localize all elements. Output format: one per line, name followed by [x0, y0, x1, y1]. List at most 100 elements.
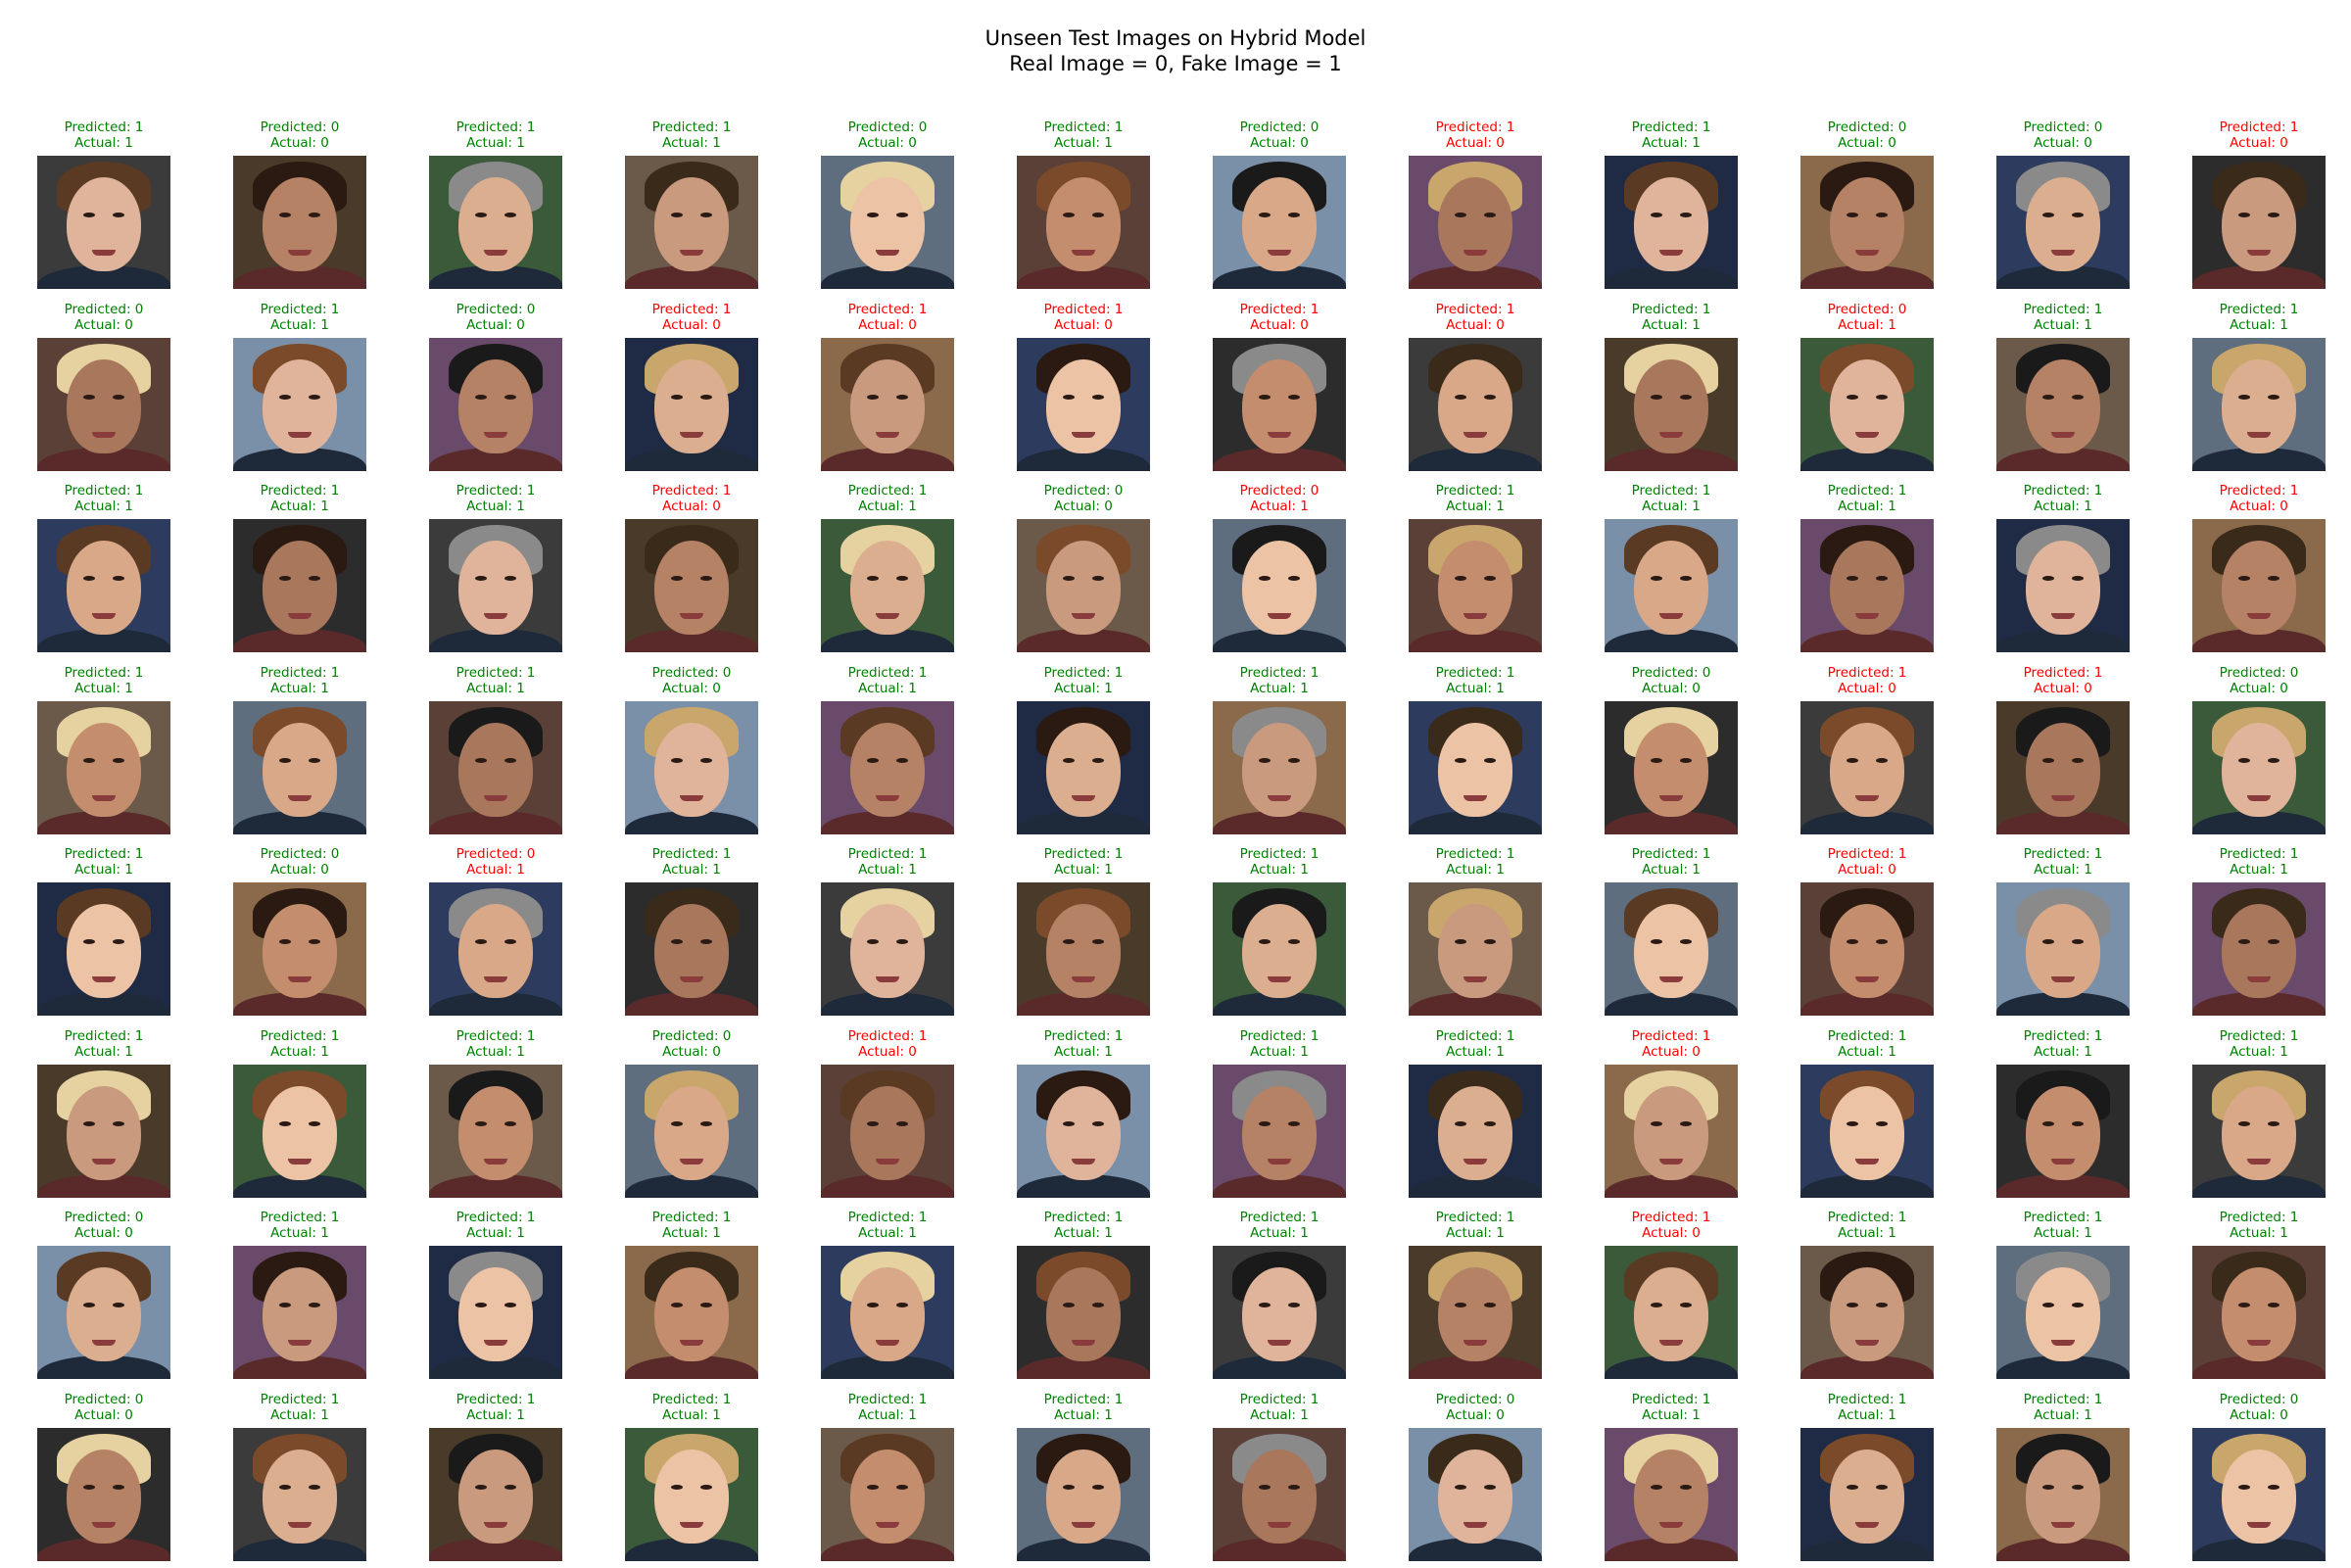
face-eye-right [896, 394, 908, 400]
predicted-label: Predicted: 0 [2219, 664, 2299, 681]
face-thumbnail [2192, 1064, 2326, 1198]
face-shape [1634, 904, 1708, 998]
face-eye-right [1680, 757, 1692, 763]
face-shape [263, 177, 337, 271]
test-image-cell: Predicted: 1 Actual: 0 [2161, 119, 2351, 296]
face-eye-right [1876, 1120, 1888, 1126]
face-thumbnail [1996, 1064, 2130, 1198]
face-mouth [1463, 431, 1487, 438]
actual-label: Actual: 0 [1446, 135, 1505, 151]
face-mouth [1855, 794, 1879, 801]
face-eye-right [1288, 939, 1300, 944]
face-eye-left [2238, 576, 2250, 581]
test-image-cell: Predicted: 1 Actual: 1 [6, 483, 202, 659]
face-thumbnail [2192, 337, 2326, 471]
test-image-cell: Predicted: 0 Actual: 0 [6, 1210, 202, 1386]
face-shape [850, 1449, 925, 1544]
face-shape [1242, 541, 1317, 635]
face-thumbnail [1605, 156, 1738, 289]
face-eye-left [1063, 757, 1075, 763]
face-eye-right [504, 394, 516, 400]
face-mouth [1072, 613, 1095, 619]
face-shape [1634, 722, 1708, 817]
test-image-cell: Predicted: 1 Actual: 0 [1965, 665, 2161, 841]
face-eye-right [2072, 576, 2084, 581]
face-shape [654, 1449, 729, 1544]
actual-label: Actual: 0 [1446, 1406, 1505, 1423]
test-image-cell: Predicted: 1 Actual: 1 [594, 1210, 790, 1386]
test-image-cell: Predicted: 1 Actual: 1 [985, 1028, 1181, 1205]
face-thumbnail [1213, 1246, 1346, 1379]
face-eye-right [504, 1484, 516, 1490]
face-shape [2222, 1085, 2296, 1180]
face-thumbnail [429, 700, 562, 834]
predicted-label: Predicted: 1 [2219, 1210, 2299, 1225]
predicted-label: Predicted: 1 [64, 119, 144, 135]
test-image-cell: Predicted: 1 Actual: 1 [1573, 119, 1769, 296]
face-thumbnail [1996, 519, 2130, 652]
face-thumbnail [37, 882, 170, 1016]
actual-label: Actual: 0 [466, 316, 525, 333]
actual-label: Actual: 0 [1642, 1225, 1701, 1241]
face-eye-left [1455, 1484, 1466, 1490]
face-eye-left [1259, 1303, 1271, 1307]
test-image-cell: Predicted: 1 Actual: 1 [202, 1392, 398, 1568]
face-shape [2222, 1267, 2296, 1361]
face-mouth [876, 1521, 899, 1528]
face-thumbnail [1996, 1246, 2130, 1379]
test-image-cell: Predicted: 1 Actual: 1 [790, 483, 985, 659]
face-thumbnail [37, 156, 170, 289]
test-image-cell: Predicted: 1 Actual: 1 [1377, 665, 1573, 841]
face-eye-left [475, 394, 487, 400]
actual-label: Actual: 1 [1838, 1406, 1896, 1423]
test-image-cell: Predicted: 1 Actual: 0 [594, 483, 790, 659]
face-mouth [1855, 431, 1879, 438]
face-thumbnail [1409, 882, 1542, 1016]
face-thumbnail [233, 156, 366, 289]
face-thumbnail [2192, 519, 2326, 652]
face-eye-left [2238, 1303, 2250, 1307]
face-eye-right [1876, 576, 1888, 581]
face-mouth [484, 1521, 507, 1528]
predicted-label: Predicted: 1 [651, 846, 732, 862]
test-image-cell: Predicted: 1 Actual: 1 [2161, 302, 2351, 478]
face-shape [1438, 904, 1512, 998]
face-eye-right [113, 576, 124, 581]
face-eye-left [2238, 1484, 2250, 1490]
predicted-label: Predicted: 1 [651, 301, 732, 317]
face-eye-left [279, 213, 291, 217]
face-thumbnail [233, 882, 366, 1016]
test-image-cell: Predicted: 0 Actual: 0 [6, 1392, 202, 1568]
face-eye-right [309, 1484, 320, 1490]
face-mouth [2247, 976, 2271, 982]
face-shape [458, 1085, 533, 1180]
face-shape [1046, 358, 1121, 453]
face-thumbnail [821, 1246, 954, 1379]
face-eye-left [1847, 939, 1858, 944]
face-mouth [92, 250, 116, 256]
face-eye-right [504, 757, 516, 763]
face-eye-left [279, 1120, 291, 1126]
face-eye-left [1455, 394, 1466, 400]
predicted-label: Predicted: 1 [1631, 1391, 1711, 1407]
face-eye-right [896, 1303, 908, 1307]
predicted-label: Predicted: 1 [260, 1210, 340, 1225]
face-eye-right [896, 213, 908, 217]
predicted-label: Predicted: 1 [1239, 1210, 1319, 1225]
face-thumbnail [429, 1427, 562, 1561]
face-shape [2222, 1449, 2296, 1544]
face-mouth [484, 250, 507, 256]
face-thumbnail [1213, 519, 1346, 652]
test-image-cell: Predicted: 0 Actual: 0 [594, 1028, 790, 1205]
face-thumbnail [2192, 1427, 2326, 1561]
face-eye-right [309, 394, 320, 400]
predicted-label: Predicted: 0 [2219, 1391, 2299, 1407]
face-shape [67, 1085, 141, 1180]
test-image-cell: Predicted: 1 Actual: 1 [6, 1028, 202, 1205]
test-image-cell: Predicted: 0 Actual: 1 [1181, 483, 1377, 659]
face-mouth [1463, 1340, 1487, 1346]
test-image-cell: Predicted: 1 Actual: 1 [2161, 1028, 2351, 1205]
actual-label: Actual: 1 [1250, 1406, 1309, 1423]
face-thumbnail [429, 1246, 562, 1379]
actual-label: Actual: 1 [662, 1406, 721, 1423]
